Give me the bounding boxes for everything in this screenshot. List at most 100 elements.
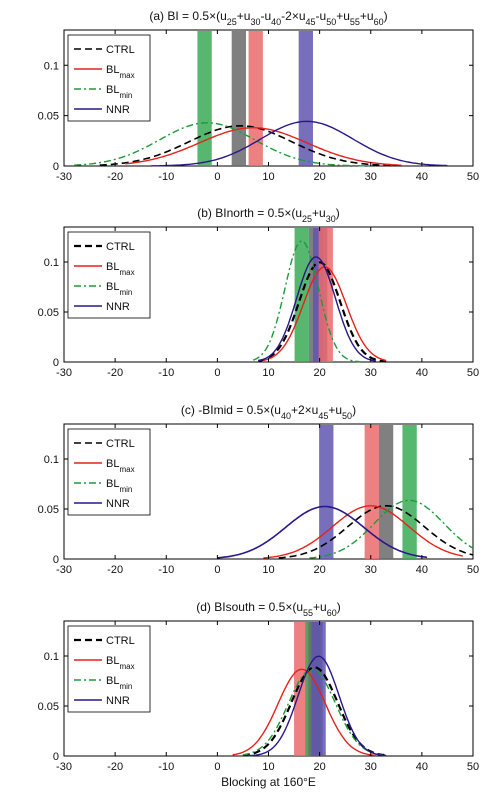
panel-a: (a) BI = 0.5×(u25+u30-u40-2×u45-u50+u55+… bbox=[38, 9, 480, 183]
x-tick-label: 40 bbox=[416, 564, 428, 576]
legend-entry: CTRL bbox=[106, 44, 135, 56]
legend-entry: CTRL bbox=[106, 241, 135, 253]
x-tick-label: -20 bbox=[107, 171, 123, 183]
series-line-nnr bbox=[217, 505, 428, 559]
legend-entry: BLmax bbox=[106, 458, 135, 474]
legend-entry: NNR bbox=[106, 695, 130, 707]
x-tick-label: 50 bbox=[467, 367, 479, 379]
series-line-ctrl bbox=[99, 124, 402, 167]
series-line-blmax bbox=[125, 126, 402, 166]
x-tick-label: 30 bbox=[365, 367, 377, 379]
legend: CTRL BLmax BLmin NNR bbox=[67, 625, 151, 713]
x-tick-label: 20 bbox=[314, 761, 326, 773]
y-tick-label: 0.05 bbox=[38, 504, 59, 516]
legend-entry: NNR bbox=[106, 301, 130, 313]
x-tick-label: 20 bbox=[314, 367, 326, 379]
legend-entry: NNR bbox=[106, 498, 130, 510]
series-line-nnr bbox=[258, 256, 377, 362]
x-axis-label: Blocking at 160°E bbox=[221, 775, 316, 789]
x-tick-label: 30 bbox=[365, 761, 377, 773]
x-tick-label: 0 bbox=[214, 367, 220, 379]
series-line-blmin bbox=[74, 122, 371, 167]
legend-entry: BLmax bbox=[106, 655, 135, 671]
x-tick-label: 30 bbox=[365, 564, 377, 576]
legend-entry: CTRL bbox=[106, 438, 135, 450]
panel-c: (c) -BImid = 0.5×(u40+2×u45+u50) -30 -20 -1… bbox=[38, 403, 480, 576]
panel-title: (d) BIsouth = 0.5×(u55+u60) bbox=[196, 600, 340, 618]
mean-band bbox=[298, 31, 313, 166]
legend-entry: BLmax bbox=[106, 261, 135, 277]
x-tick-label: -30 bbox=[56, 171, 72, 183]
x-tick-label: 10 bbox=[262, 761, 274, 773]
panel-b: (b) BInorth = 0.5×(u25+u30) -30 -20 -10 0 10 2… bbox=[38, 206, 480, 379]
y-tick-label: 0.1 bbox=[44, 257, 59, 269]
x-tick-label: -10 bbox=[158, 367, 174, 379]
x-tick-label: -10 bbox=[158, 761, 174, 773]
y-tick-label: 0.05 bbox=[38, 111, 59, 123]
legend-entry: NNR bbox=[106, 104, 130, 116]
y-tick-label: 0.1 bbox=[44, 60, 59, 72]
x-tick-label: 40 bbox=[416, 171, 428, 183]
x-tick-label: 20 bbox=[314, 564, 326, 576]
mean-band bbox=[294, 622, 309, 756]
x-tick-label: 10 bbox=[262, 564, 274, 576]
series-line-ctrl bbox=[278, 504, 474, 559]
legend: CTRL BLmax BLmin NNR bbox=[67, 428, 151, 516]
panel-title: (b) BInorth = 0.5×(u25+u30) bbox=[197, 206, 339, 224]
y-tick-label: 0 bbox=[53, 161, 59, 173]
mean-band bbox=[197, 31, 212, 166]
mean-band bbox=[402, 425, 417, 559]
x-tick-label: -30 bbox=[56, 564, 72, 576]
series-line-blmax bbox=[232, 668, 376, 757]
x-tick-label: 10 bbox=[262, 171, 274, 183]
x-tick-label: 0 bbox=[214, 564, 220, 576]
mean-band bbox=[319, 425, 334, 559]
legend-entry: BLmax bbox=[106, 64, 135, 80]
legend: CTRL BLmax BLmin NNR bbox=[67, 231, 151, 319]
legend-box bbox=[67, 625, 151, 713]
y-tick-label: 0.05 bbox=[38, 307, 59, 319]
x-tick-label: 10 bbox=[262, 367, 274, 379]
mean-band bbox=[231, 31, 247, 166]
y-tick-label: 0 bbox=[53, 751, 59, 763]
series-line-nnr bbox=[150, 120, 448, 167]
y-tick-label: 0.05 bbox=[38, 701, 59, 713]
legend: CTRL BLmax BLmin NNR bbox=[67, 34, 151, 122]
x-tick-label: -30 bbox=[56, 761, 72, 773]
mean-band bbox=[364, 425, 379, 559]
x-tick-label: -20 bbox=[107, 367, 123, 379]
legend-entry: BLmin bbox=[106, 675, 132, 691]
x-tick-label: 50 bbox=[467, 171, 479, 183]
legend-box bbox=[67, 34, 151, 122]
x-tick-label: -10 bbox=[158, 564, 174, 576]
legend-entry: BLmin bbox=[106, 84, 132, 100]
panel-d: (d) BIsouth = 0.5×(u55+u60) -30 -20 -10 0 10 2… bbox=[38, 600, 480, 789]
x-tick-label: 20 bbox=[314, 171, 326, 183]
x-tick-label: 50 bbox=[467, 761, 479, 773]
y-tick-label: 0.1 bbox=[44, 454, 59, 466]
series-line-nnr bbox=[248, 655, 387, 757]
legend-entry: BLmin bbox=[106, 478, 132, 494]
y-tick-label: 0.1 bbox=[44, 651, 59, 663]
x-tick-label: 40 bbox=[416, 761, 428, 773]
x-tick-label: 40 bbox=[416, 367, 428, 379]
x-tick-label: 30 bbox=[365, 171, 377, 183]
y-tick-label: 0 bbox=[53, 357, 59, 369]
x-tick-label: -20 bbox=[107, 564, 123, 576]
mean-band bbox=[378, 425, 394, 559]
x-tick-label: 50 bbox=[467, 564, 479, 576]
x-tick-label: 0 bbox=[214, 761, 220, 773]
x-tick-label: -10 bbox=[158, 171, 174, 183]
legend-entry: BLmin bbox=[106, 281, 132, 297]
mean-band bbox=[248, 31, 263, 166]
legend-box bbox=[67, 231, 151, 319]
legend-entry: CTRL bbox=[106, 635, 135, 647]
x-tick-label: -30 bbox=[56, 367, 72, 379]
series-line-blmin bbox=[252, 240, 361, 363]
x-tick-label: -20 bbox=[107, 761, 123, 773]
legend-box bbox=[67, 428, 151, 516]
x-tick-label: 0 bbox=[214, 171, 220, 183]
panel-title: (a) BI = 0.5×(u25+u30-u40-2×u45-u50+u55+… bbox=[149, 9, 387, 27]
panel-title: (c) -BImid = 0.5×(u40+2×u45+u50) bbox=[181, 403, 356, 421]
